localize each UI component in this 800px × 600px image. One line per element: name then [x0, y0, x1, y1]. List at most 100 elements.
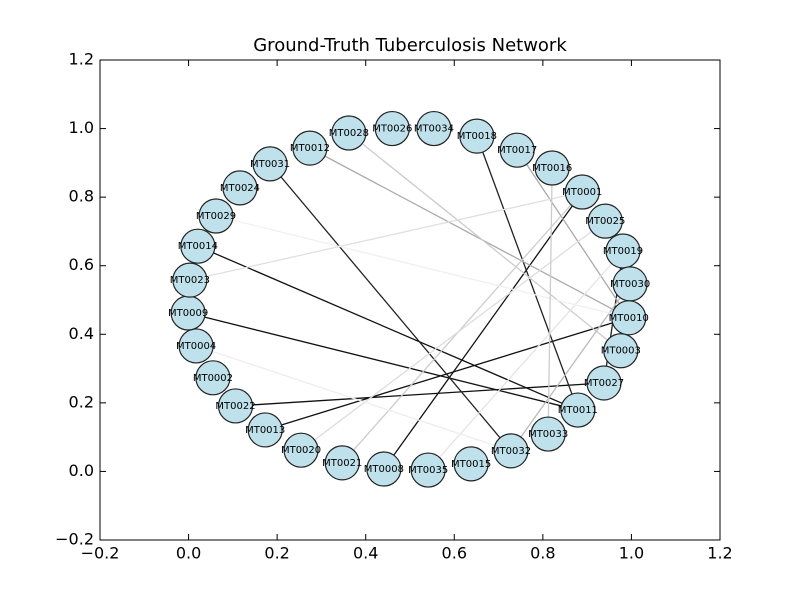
- node: [283, 432, 319, 468]
- y-tick-label: 0.6: [69, 255, 94, 274]
- edge: [348, 132, 622, 352]
- y-tick-label: 1.0: [69, 118, 94, 137]
- node-label: MT0028: [329, 128, 369, 139]
- node: [195, 360, 231, 396]
- edge: [235, 382, 605, 407]
- axes-frame: [99, 59, 721, 541]
- edge: [300, 220, 606, 451]
- edge: [510, 283, 631, 452]
- node-label: MT0009: [168, 308, 208, 319]
- node-label: MT0030: [610, 279, 650, 290]
- node: [217, 388, 254, 424]
- node: [247, 412, 283, 448]
- edge: [195, 345, 512, 452]
- node-label: MT0012: [290, 143, 330, 154]
- node-label: MT0025: [585, 216, 625, 227]
- x-tick-label: 0.0: [176, 544, 201, 563]
- node: [560, 392, 596, 428]
- edge: [383, 191, 583, 470]
- node: [252, 146, 288, 182]
- node-label: MT0023: [170, 275, 210, 286]
- y-tick-label: 0.8: [69, 187, 94, 206]
- node-label: MT0013: [245, 425, 285, 436]
- node-label: MT0024: [220, 183, 260, 194]
- node: [586, 365, 622, 401]
- node-label: MT0022: [215, 401, 255, 412]
- edge: [187, 312, 578, 411]
- node: [564, 174, 600, 210]
- edge: [547, 167, 553, 435]
- node-label: MT0032: [491, 446, 531, 457]
- node-label: MT0011: [558, 405, 598, 416]
- node: [534, 150, 570, 186]
- node-label: MT0016: [532, 163, 572, 174]
- y-tick-label: 0.4: [69, 324, 94, 343]
- x-tick-label: 0.2: [264, 544, 289, 563]
- x-tick-label: 1.2: [707, 544, 732, 563]
- node-label: MT0001: [562, 187, 602, 198]
- node-label: MT0008: [364, 464, 404, 475]
- edge: [341, 191, 583, 464]
- node-label: MT0033: [528, 429, 568, 440]
- y-tick-label: −0.2: [55, 530, 94, 549]
- edge: [197, 245, 579, 411]
- x-tick-label: 1.0: [619, 544, 644, 563]
- chart-title: Ground-Truth Tuberculosis Network: [253, 35, 567, 56]
- node: [374, 110, 410, 147]
- edge: [215, 215, 629, 319]
- x-tick-label: 0.4: [353, 544, 378, 563]
- node: [366, 451, 402, 487]
- node: [611, 300, 647, 336]
- edges: [187, 132, 631, 471]
- node-label: MT0034: [414, 124, 454, 135]
- node-label: MT0019: [603, 246, 643, 257]
- node: [172, 262, 208, 298]
- y-tick-label: 0.2: [69, 392, 94, 411]
- x-tick-label: −0.2: [81, 544, 120, 563]
- node: [603, 333, 639, 369]
- node-label: MT0027: [584, 378, 624, 389]
- node: [410, 452, 446, 488]
- node: [499, 132, 535, 168]
- y-tick-label: 0.0: [69, 461, 94, 480]
- node-label: MT0003: [601, 346, 641, 357]
- x-tick-label: 0.6: [442, 544, 467, 563]
- node: [222, 170, 258, 206]
- node-label: MT0010: [609, 313, 649, 324]
- node: [331, 115, 367, 151]
- edge: [269, 163, 512, 452]
- node: [292, 130, 328, 166]
- node-label: MT0026: [372, 124, 412, 135]
- node-label: MT0020: [281, 445, 321, 456]
- y-tick-label: 1.2: [69, 50, 94, 69]
- node-label: MT0031: [250, 159, 290, 170]
- node-label: MT0015: [451, 459, 491, 470]
- node-label: MT0014: [178, 241, 218, 252]
- node: [178, 328, 214, 364]
- edge: [516, 149, 630, 319]
- node: [587, 203, 623, 239]
- node: [453, 446, 489, 482]
- node-label: MT0021: [322, 458, 362, 469]
- node: [180, 228, 216, 264]
- node: [198, 198, 234, 234]
- x-tick-label: 0.8: [530, 544, 555, 563]
- edge: [309, 147, 630, 319]
- node: [459, 118, 495, 154]
- node-label: MT0002: [193, 373, 233, 384]
- node-label: MT0018: [457, 131, 497, 142]
- node: [530, 416, 566, 452]
- node-label: MT0035: [408, 465, 448, 476]
- node-label: MT0004: [176, 341, 216, 352]
- node: [324, 445, 360, 481]
- edge: [476, 135, 579, 411]
- node-label: MT0029: [196, 211, 236, 222]
- edge: [189, 191, 583, 281]
- node-label: MT0017: [497, 145, 537, 156]
- node: [416, 110, 452, 147]
- node: [493, 433, 529, 469]
